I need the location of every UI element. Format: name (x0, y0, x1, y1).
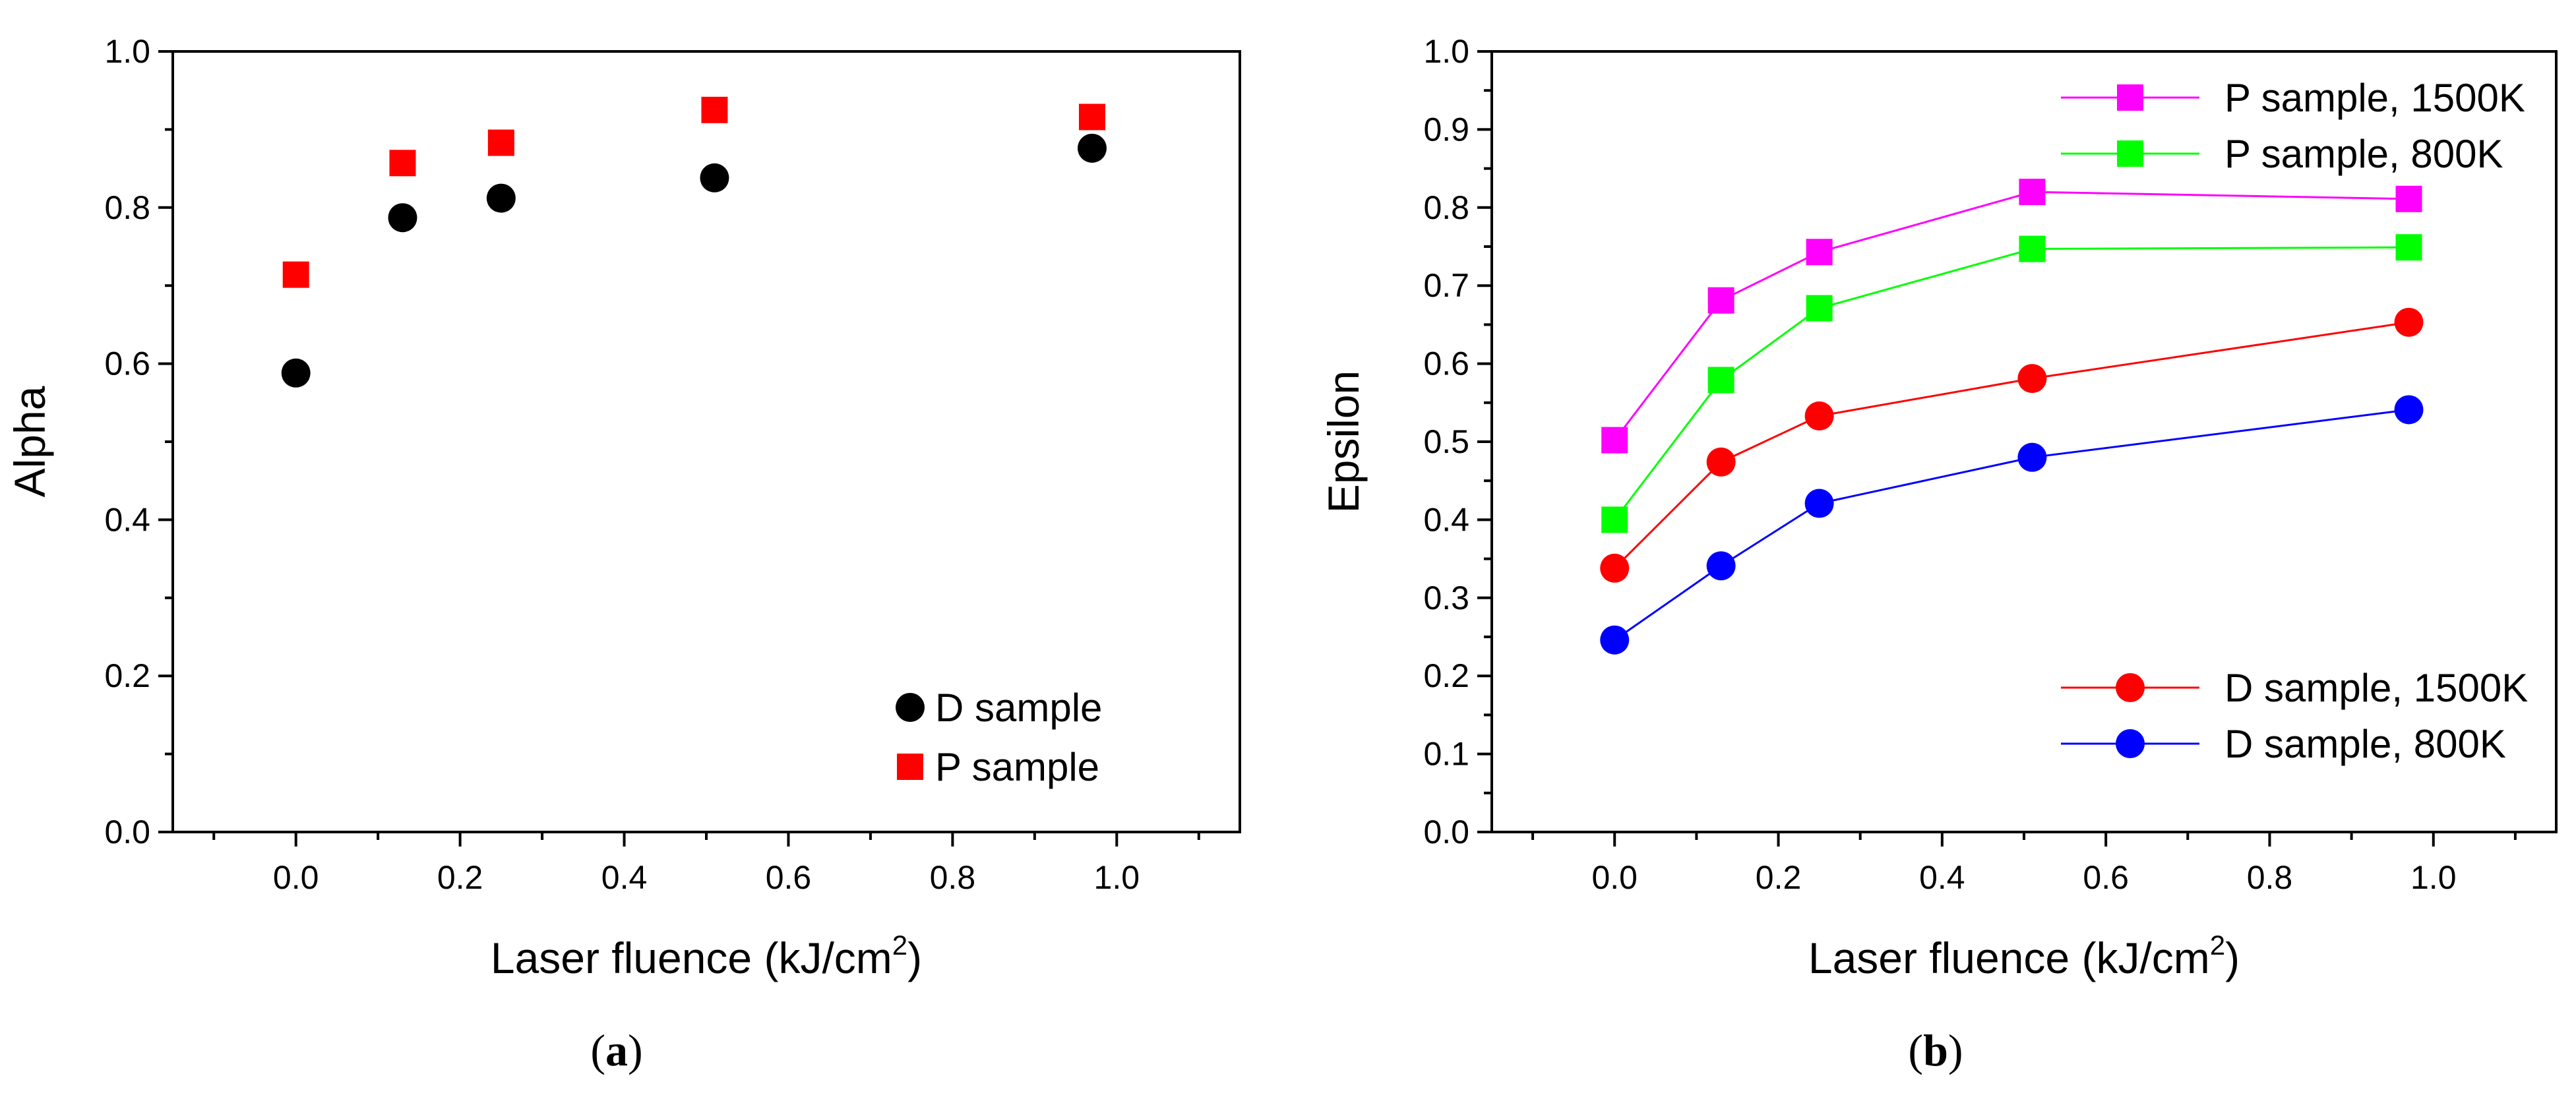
panel-a-data-point (487, 129, 514, 156)
panel-b-data-point (1601, 506, 1628, 533)
panel-a-data-point (486, 183, 516, 213)
panel-b-legend-marker (2117, 84, 2143, 111)
panel-b-y-tick-label: 0.2 (1423, 657, 1469, 694)
panel-a-caption: (a) (590, 1025, 642, 1075)
panel-a-x-tick-label: 0.8 (930, 859, 976, 896)
panel-b-y-tick-label: 0.4 (1423, 501, 1469, 538)
panel-b-data-point (1804, 401, 1834, 431)
panel-b-data-point (1707, 287, 1734, 314)
panel-a-x-tick-label: 1.0 (1094, 859, 1140, 896)
panel-b-legend-marker (2117, 140, 2143, 167)
panel-a-series-d-sample (281, 133, 1107, 388)
panel-b-data-point (1706, 447, 1736, 477)
panel-b-y-tick-label: 1.0 (1423, 33, 1469, 70)
panel-b-y-tick-label: 0.7 (1423, 267, 1469, 304)
panel-b-series-d-sample-1500k (1600, 307, 2424, 583)
panel-b-x-tick-label: 0.2 (1756, 859, 1802, 896)
panel-a-data-point (701, 96, 728, 123)
panel-b-data-point (1804, 489, 1834, 518)
panel-a-legend-marker (897, 754, 923, 780)
panel-b-legend-bottom: D sample, 1500K D sample, 800K (2061, 666, 2528, 766)
panel-b-data-point (2017, 442, 2047, 472)
panel-b-series-line (1614, 321, 2409, 569)
panel-a-data-point (388, 203, 417, 233)
panel-b-data-point (1601, 427, 1628, 454)
panel-a-series-p-sample (282, 96, 1105, 288)
panel-a-y-tick-label: 0.8 (104, 189, 150, 226)
panel-b-legend-label: D sample, 1500K (2224, 666, 2528, 710)
panel-a-data-point (281, 358, 311, 388)
panel-b-data-point (1600, 553, 1630, 583)
panel-b-series-p-sample-1500k (1601, 179, 2422, 454)
panel-b-y-tick-label: 0.6 (1423, 345, 1469, 382)
panel-a-chart: 0.0 0.2 0.4 0.6 0.8 1.0 0.0 0.2 0.4 0.6 0.8 1.0 Alph… (5, 33, 1241, 1075)
panel-b-x-tick-label: 0.0 (1591, 859, 1638, 896)
panel-b-y-tick-label: 0.9 (1423, 111, 1469, 148)
panel-a-x-tick-label: 0.4 (601, 859, 648, 896)
panel-b-legend-label: P sample, 1500K (2224, 76, 2525, 120)
panel-b-legend-top: P sample, 1500K P sample, 800K (2061, 76, 2525, 176)
panel-b-data-point (2019, 179, 2046, 206)
panel-b-caption: (b) (1908, 1025, 1963, 1075)
panel-b-x-tick-label: 0.6 (2083, 859, 2129, 896)
panel-b-x-tick-label: 0.8 (2247, 859, 2293, 896)
panel-b-y-tick-label: 0.3 (1423, 580, 1469, 616)
panel-a-y-tick-label: 0.2 (104, 657, 150, 694)
panel-a-x-tick-label: 0.6 (766, 859, 812, 896)
panel-a-legend-marker (896, 693, 925, 722)
panel-b-legend-marker (2116, 673, 2145, 702)
panel-a-data-point (389, 150, 416, 177)
panel-b-x-tick-label: 0.4 (1919, 859, 1965, 896)
panel-b-y-tick-label: 0.8 (1423, 189, 1469, 226)
panel-b-data-point (1806, 239, 1833, 266)
panel-b-data-point (2019, 235, 2046, 262)
panel-a-y-tick-label: 0.0 (104, 814, 150, 850)
panel-a-data-point (282, 261, 309, 288)
panel-b-data-point (1806, 295, 1833, 322)
panel-b-data-point (2017, 364, 2047, 394)
panel-b-series-p-sample-800k (1601, 234, 2422, 533)
panel-a-y-tick-label: 0.4 (104, 501, 150, 538)
panel-a-x-tick-label: 0.0 (273, 859, 319, 896)
panel-a-data-point (1078, 104, 1105, 131)
panel-b-y-tick-label: 0.5 (1423, 423, 1469, 460)
panel-b-data-point (2395, 185, 2422, 212)
panel-b-x-tick-label: 1.0 (2410, 859, 2457, 896)
panel-b-legend-marker (2116, 729, 2145, 758)
panel-b-data-point (2395, 234, 2422, 261)
panel-b-data-point (1600, 625, 1630, 655)
panel-b-data-point (1707, 367, 1734, 394)
panel-b-data-point (1706, 551, 1736, 581)
panel-a-legend-bottom: D sample P sample (896, 686, 1102, 789)
panel-b-y-tick-label: 0.1 (1423, 736, 1469, 773)
panel-b-y-axis-label: Epsilon (1319, 371, 1368, 513)
panel-a-legend-label: P sample (935, 745, 1099, 789)
panel-b-series-line (1614, 408, 2409, 641)
panel-b-x-axis-label: Laser fluence (kJ/cm2) (1808, 930, 2240, 982)
panel-a-data-point (700, 163, 729, 193)
panel-b-data-point (2394, 395, 2424, 425)
panel-b-data-point (2394, 307, 2424, 337)
panel-a-legend-label: D sample (935, 686, 1102, 730)
panel-a-y-tick-label: 0.6 (104, 345, 150, 382)
panel-b-series-line (1614, 191, 2409, 441)
panel-b-series-d-sample-800k (1600, 395, 2424, 655)
panel-a-x-axis-label: Laser fluence (kJ/cm2) (491, 930, 922, 982)
panel-b-y-tick-label: 0.0 (1423, 814, 1469, 850)
panel-b-chart: 0.0 0.2 0.4 0.6 0.8 1.0 0.0 0.1 0.2 0.3 0.4 0.5 0.6 0… (1319, 33, 2558, 1075)
panel-a-y-axis-label: Alpha (5, 386, 54, 497)
panel-a-x-tick-label: 0.2 (437, 859, 483, 896)
panel-b-legend-label: P sample, 800K (2224, 132, 2503, 176)
panel-a-data-point (1077, 133, 1107, 163)
panel-b-legend-label: D sample, 800K (2224, 722, 2506, 766)
panel-a-y-tick-label: 1.0 (104, 33, 150, 70)
